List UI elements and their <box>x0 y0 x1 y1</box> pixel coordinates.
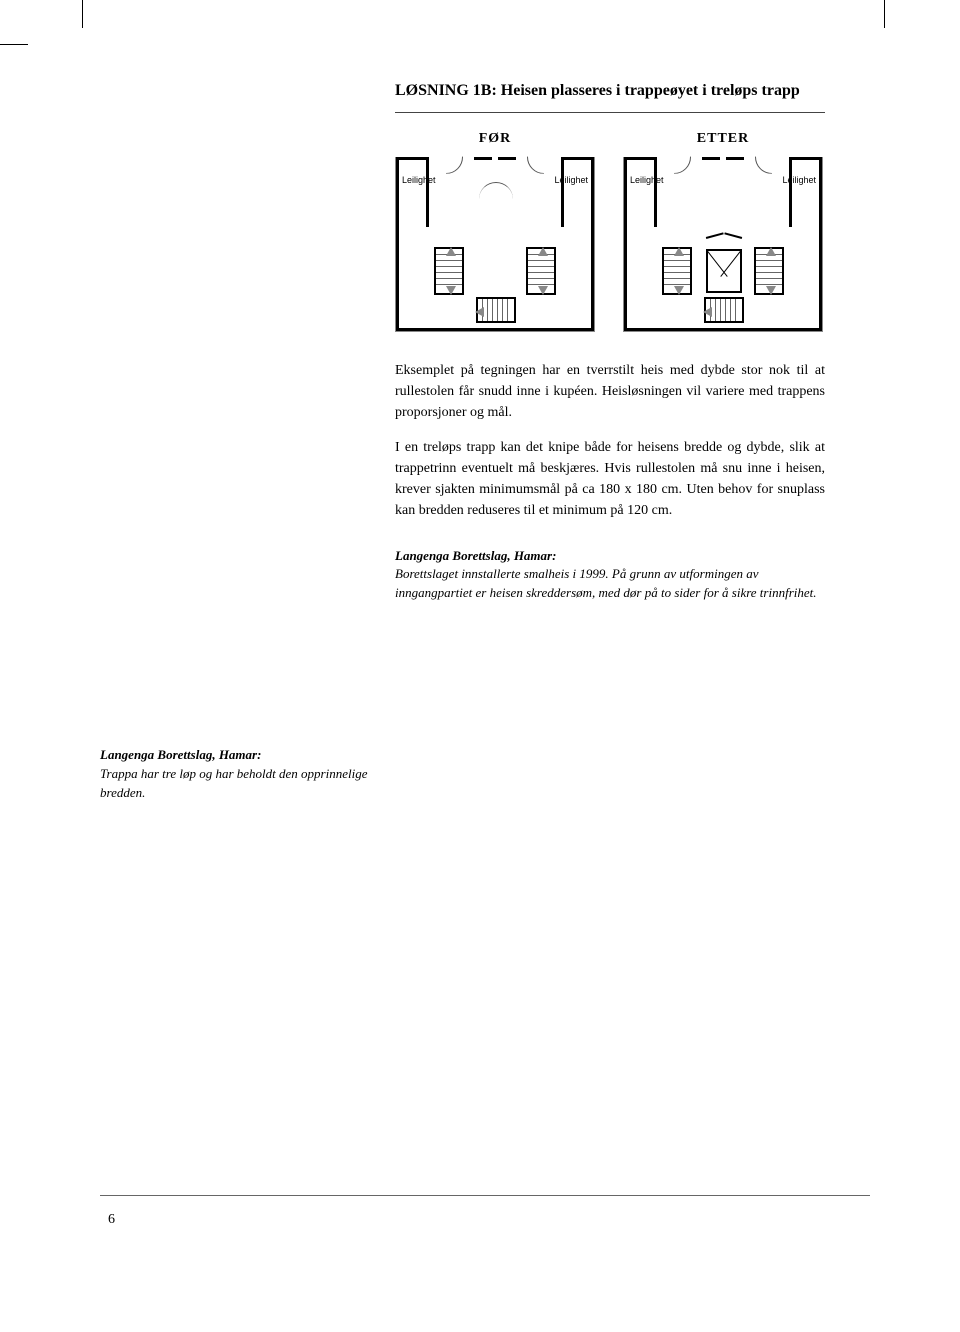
floorplan-before: Leilighet Leilighet <box>395 157 595 332</box>
left-caption: Langenga Borettslag, Hamar: Trappa har t… <box>100 746 370 803</box>
room-label-right: Leilighet <box>782 175 816 185</box>
right-caption: Langenga Borettslag, Hamar: Borettslaget… <box>395 547 825 604</box>
right-caption-text: Borettslaget innstallerte smalheis i 199… <box>395 565 825 603</box>
room-label-right: Leilighet <box>554 175 588 185</box>
diagram-before-label: FØR <box>395 131 595 147</box>
right-caption-title: Langenga Borettslag, Hamar: <box>395 547 825 566</box>
footer-rule <box>100 1195 870 1196</box>
room-label-left: Leilighet <box>630 175 664 185</box>
elevator-door <box>706 237 742 247</box>
elevator-icon <box>706 249 742 293</box>
page-content: LØSNING 1B: Heisen plasseres i trappeøye… <box>100 80 870 1250</box>
left-caption-title: Langenga Borettslag, Hamar: <box>100 746 370 765</box>
body-text: Eksemplet på tegningen har en tverrstilt… <box>395 360 825 521</box>
section-heading: LØSNING 1B: Heisen plasseres i trappeøye… <box>395 80 825 102</box>
page-number: 6 <box>108 1212 115 1228</box>
paragraph-1: Eksemplet på tegningen har en tverrstilt… <box>395 360 825 423</box>
diagram-after-label: ETTER <box>623 131 823 147</box>
left-caption-text: Trappa har tre løp og har beholdt den op… <box>100 765 370 803</box>
paragraph-2: I en treløps trapp kan det knipe både fo… <box>395 437 825 521</box>
heading-rule <box>395 112 825 113</box>
diagram-after: ETTER Leilighet Leilighet <box>623 131 823 332</box>
room-label-left: Leilighet <box>402 175 436 185</box>
diagram-before: FØR Leilighet Leilighet <box>395 131 595 332</box>
right-column: LØSNING 1B: Heisen plasseres i trappeøye… <box>395 80 825 603</box>
floorplan-after: Leilighet Leilighet <box>623 157 823 332</box>
floorplan-diagrams: FØR Leilighet Leilighet <box>395 131 825 332</box>
